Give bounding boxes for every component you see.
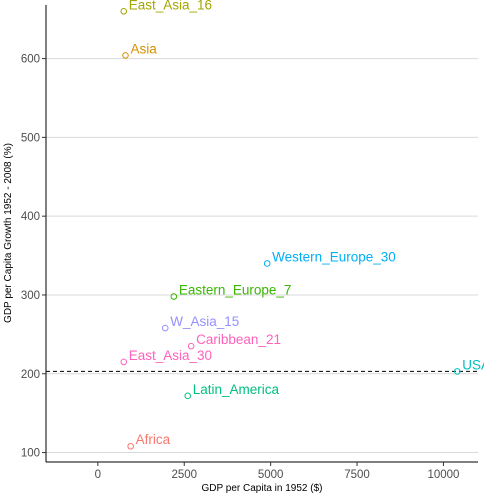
data-point (127, 442, 134, 450)
point-labels: East_Asia_16 Asia Western_Europe_30 Eastern… (129, 0, 484, 447)
y-tick-label: 100 (21, 448, 40, 460)
data-point (187, 342, 195, 350)
gridlines (46, 58, 478, 454)
data-point (453, 368, 461, 375)
point-label: Caribbean_21 (196, 332, 281, 347)
axes (45, 5, 478, 463)
x-tick-label: 7500 (344, 469, 370, 481)
point-label: Eastern_Europe_7 (179, 283, 292, 298)
data-point (120, 8, 128, 15)
y-tick-label: 300 (21, 290, 40, 302)
data-point (161, 324, 169, 332)
y-axis-title: GDP per Capita Growth 1952 - 2008 (%) (3, 143, 14, 323)
data-point (263, 260, 271, 267)
point-label: W_Asia_15 (170, 314, 239, 329)
ticks: 100 200 300 400 500 600 0 2500 5000 7500 10000 (21, 54, 460, 481)
point-label: Latin_America (193, 382, 280, 397)
point-label: Asia (130, 41, 157, 56)
y-tick-label: 400 (21, 211, 40, 223)
point-label: East_Asia_16 (129, 0, 212, 12)
x-tick-label: 2500 (171, 469, 197, 481)
point-label: Western_Europe_30 (272, 249, 396, 264)
x-tick-label: 5000 (258, 469, 284, 481)
y-tick-label: 600 (21, 54, 40, 66)
y-tick-label: 200 (21, 369, 40, 381)
point-label: Africa (136, 432, 171, 447)
point-label: East_Asia_30 (129, 348, 212, 363)
y-tick-label: 500 (21, 132, 40, 144)
data-point (122, 52, 129, 59)
x-tick-label: 0 (95, 469, 101, 481)
data-point (170, 293, 178, 300)
data-points (120, 8, 461, 450)
data-point (120, 358, 128, 366)
point-label: USA (462, 357, 484, 372)
data-point (184, 392, 191, 400)
x-axis-title: GDP per Capita in 1952 ($) (202, 483, 323, 494)
x-tick-label: 10000 (427, 469, 459, 481)
